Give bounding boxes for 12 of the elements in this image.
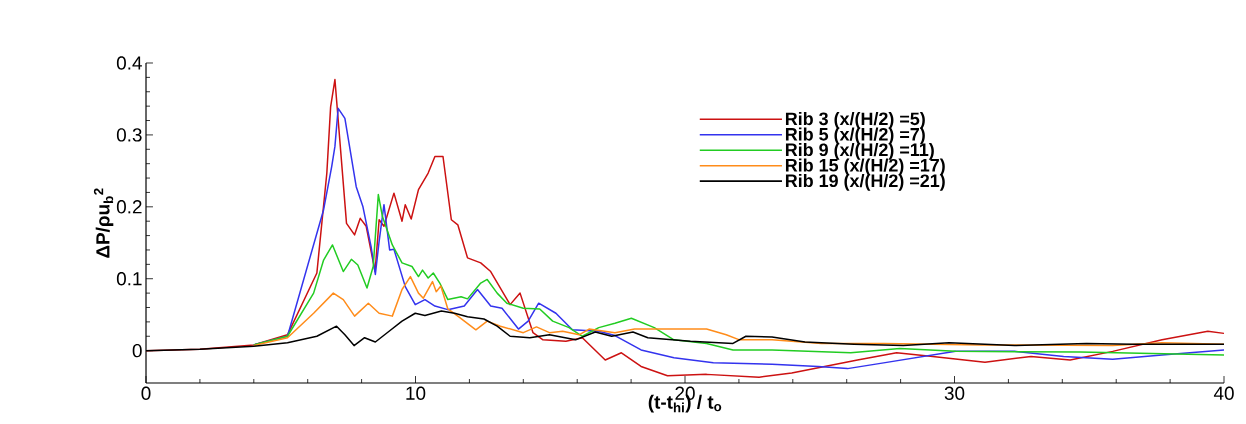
x-tick-label: 40 [1213, 386, 1234, 400]
line-series [253, 193, 1225, 356]
y-tick-label: 0 [132, 343, 142, 358]
legend-label: Rib 19 (x/(H/2) =21) [785, 173, 945, 191]
y-tick-label: 0.4 [116, 56, 142, 70]
x-tick-label: 30 [944, 386, 965, 400]
y-tick-label: 0.1 [116, 272, 142, 286]
x-tick-label: 0 [141, 386, 151, 400]
x-tick-label: 10 [406, 386, 426, 400]
y-tick-label: 0.3 [116, 128, 142, 142]
y-tick-label: 0.2 [116, 200, 142, 214]
text: ΔP/ρu$_{b}$2 [93, 188, 114, 258]
